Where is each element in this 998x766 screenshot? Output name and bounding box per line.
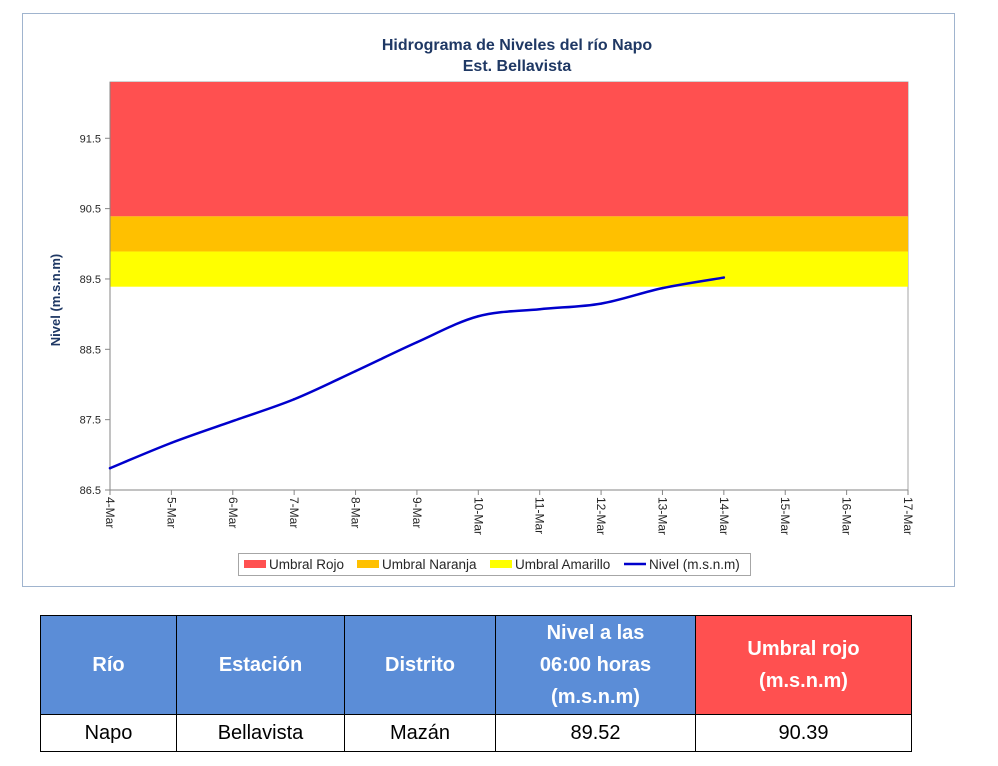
axes-layer: 86.5 87.5 88.5 89.5 90.5 91.5 4-Mar 5-Mar 6-Mar 7…: [80, 82, 915, 535]
header-distrito-label: Distrito: [385, 654, 455, 676]
data-point: [292, 398, 296, 401]
header-estacion-label: Estación: [218, 654, 303, 676]
data-point: [722, 276, 726, 279]
x-tick-label: 7-Mar: [287, 497, 301, 528]
x-tick-label: 11-Mar: [533, 497, 547, 534]
data-point: [170, 441, 173, 445]
y-tick-label: 88.5: [80, 344, 101, 356]
legend-swatch-umbral-naranja: [357, 560, 379, 568]
header-nivel-line: Nivel a las: [546, 622, 645, 644]
table-row: Napo Bellavista Mazán 89.52 90.39: [40, 714, 912, 752]
table-header-row: Río Estación Distrito Nivel a las 06:00 …: [40, 615, 912, 715]
chart-legend: Umbral Rojo Umbral Naranja Umbral Amarillo…: [238, 553, 751, 576]
header-nivel: Nivel a las 06:00 horas (m.s.n.m): [495, 615, 696, 715]
series-layer: [108, 276, 726, 470]
legend-label-umbral-amarillo: Umbral Amarillo: [515, 557, 610, 572]
x-tick-label: 4-Mar: [103, 497, 117, 528]
x-tick-label: 14-Mar: [717, 497, 731, 535]
x-tick-label: 16-Mar: [840, 497, 854, 535]
header-umbral-line: Umbral rojo: [747, 638, 860, 660]
legend-label-nivel-m-s-n-m: Nivel (m.s.n.m): [649, 557, 740, 572]
plot-layer: [109, 81, 909, 491]
header-nivel-line: (m.s.n.m): [551, 686, 640, 708]
chart-title: Hidrograma de Niveles del río Napo: [382, 37, 653, 54]
data-point: [599, 302, 603, 305]
legend-swatch-umbral-rojo: [244, 560, 266, 568]
y-tick-label: 86.5: [80, 485, 101, 497]
cell-estacion: Bellavista: [176, 714, 345, 752]
data-point: [108, 466, 112, 470]
header-umbral-rojo: Umbral rojo (m.s.n.m): [695, 615, 912, 715]
data-point: [354, 369, 357, 373]
cell-nivel: 89.52: [495, 714, 696, 752]
y-axis-title: Nivel (m.s.n.m): [48, 254, 63, 346]
data-point: [661, 286, 664, 290]
threshold-band-umbral-naranja: [110, 216, 908, 252]
data-point: [231, 419, 234, 423]
chart-subtitle: Est. Bellavista: [463, 58, 572, 75]
threshold-band-umbral-amarillo: [110, 251, 908, 287]
x-tick-label: 8-Mar: [349, 497, 363, 528]
x-tick-label: 13-Mar: [655, 497, 669, 535]
header-nivel-line: 06:00 horas: [539, 654, 652, 676]
data-point: [415, 341, 419, 344]
legend-swatch-umbral-amarillo: [490, 560, 512, 568]
station-table: Río Estación Distrito Nivel a las 06:00 …: [40, 615, 912, 752]
header-umbral-line: (m.s.n.m): [759, 670, 848, 692]
data-point: [477, 315, 480, 318]
cell-umbral-rojo: 90.39: [695, 714, 912, 752]
header-estacion: Estación: [176, 615, 345, 715]
legend-label-umbral-naranja: Umbral Naranja: [382, 557, 477, 572]
series-line-nivel-m-s-n-m: [108, 276, 726, 470]
x-tick-label: 6-Mar: [226, 497, 240, 528]
y-tick-label: 87.5: [80, 415, 101, 427]
y-tick-label: 89.5: [80, 274, 101, 286]
threshold-band-umbral-rojo: [110, 82, 908, 217]
hydrograph-chart: Hidrograma de Niveles del río Napo Est. …: [22, 13, 955, 587]
y-tick-label: 90.5: [80, 204, 101, 216]
legend-label-umbral-rojo: Umbral Rojo: [269, 557, 344, 572]
x-tick-label: 5-Mar: [164, 497, 178, 528]
y-tick-label: 91.5: [80, 133, 101, 145]
header-distrito: Distrito: [344, 615, 496, 715]
header-rio: Río: [40, 615, 177, 715]
x-tick-label: 12-Mar: [594, 497, 608, 535]
data-point: [538, 308, 541, 311]
header-rio-label: Río: [92, 654, 125, 676]
x-tick-label: 9-Mar: [410, 497, 424, 528]
cell-distrito: Mazán: [344, 714, 496, 752]
x-tick-label: 15-Mar: [778, 497, 792, 535]
x-tick-label: 10-Mar: [471, 497, 485, 535]
cell-rio: Napo: [40, 714, 177, 752]
x-tick-label: 17-Mar: [901, 497, 915, 535]
